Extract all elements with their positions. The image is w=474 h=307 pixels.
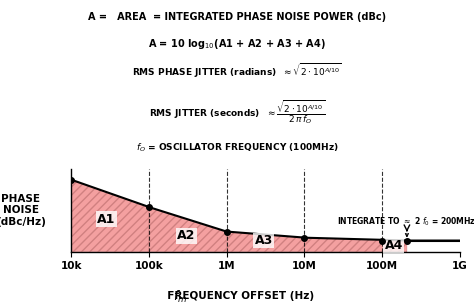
Text: A4: A4 (384, 239, 403, 252)
Text: A1: A1 (97, 213, 115, 226)
Text: $f_O$ = OSCILLATOR FREQUENCY (100MHz): $f_O$ = OSCILLATOR FREQUENCY (100MHz) (136, 141, 338, 154)
Text: A2: A2 (177, 229, 195, 243)
Text: $f_m$: $f_m$ (173, 289, 187, 305)
Text: RMS JITTER (seconds)  $\approx \dfrac{\sqrt{2 \cdot 10^{A/10}}}{2\,\pi\,f_O}$: RMS JITTER (seconds) $\approx \dfrac{\sq… (149, 98, 325, 126)
Text: A = 10 log$_{10}$(A1 + A2 + A3 + A4): A = 10 log$_{10}$(A1 + A2 + A3 + A4) (148, 37, 326, 51)
Text: RMS PHASE JITTER (radians)  $\approx \sqrt{2 \cdot 10^{A/10}}$: RMS PHASE JITTER (radians) $\approx \sqr… (132, 61, 342, 80)
Text: INTEGRATE TO $\approx$ 2 $f_0$ = 200MHz: INTEGRATE TO $\approx$ 2 $f_0$ = 200MHz (337, 215, 474, 237)
Text: A =   AREA  = INTEGRATED PHASE NOISE POWER (dBc): A = AREA = INTEGRATED PHASE NOISE POWER … (88, 12, 386, 22)
Text: A3: A3 (255, 234, 273, 247)
Text: PHASE
NOISE
(dBc/Hz): PHASE NOISE (dBc/Hz) (0, 194, 46, 227)
Text: FREQUENCY OFFSET (Hz): FREQUENCY OFFSET (Hz) (160, 291, 314, 301)
